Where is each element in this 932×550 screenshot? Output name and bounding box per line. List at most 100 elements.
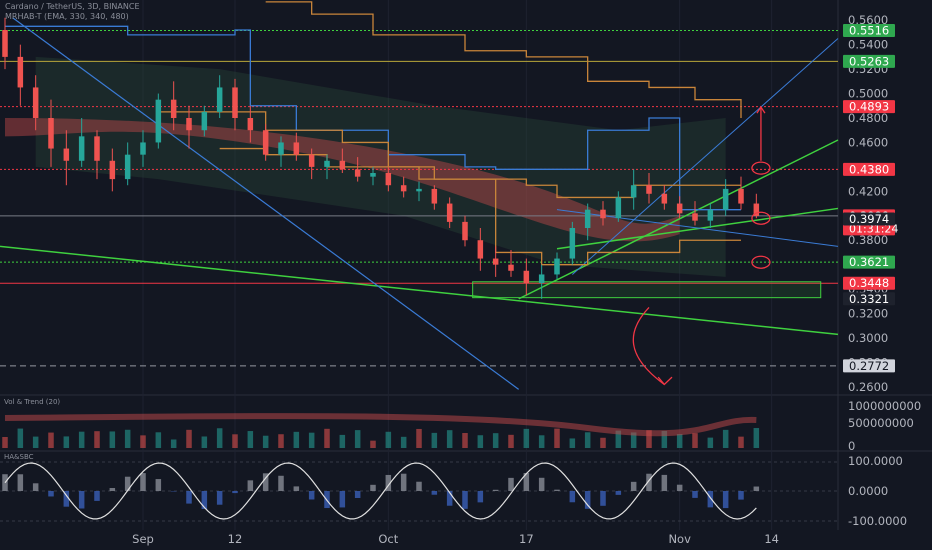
candle-body [78,136,85,161]
candle [707,203,714,228]
candle [232,78,238,131]
candle [2,17,8,70]
price-badge: 0.3621 [843,255,895,269]
osc-bar [584,491,591,509]
price-tick-label: 0.5000 [848,87,888,101]
candle [416,181,422,202]
price-badge: 0.5516 [843,23,895,37]
volume-bar [247,431,254,448]
candle [554,252,560,280]
candle [477,228,484,271]
candle [538,264,545,299]
time-tick-label: Sep [132,532,154,546]
candle-body [48,118,54,149]
price-badge: 0.4893 [843,100,895,114]
osc-bar [262,473,269,491]
volume-bar [140,435,146,448]
osc-bar [646,473,652,491]
price-badge-bg [843,255,895,269]
price-badge: 0.4380 [843,162,895,176]
candle-body [232,87,238,118]
candle-body [584,209,591,228]
volume-bar [2,437,8,448]
osc-bar [554,489,560,491]
volume-bar [78,431,85,448]
time-tick-label: 12 [228,532,243,546]
time-tick-label: Oct [378,532,398,546]
volume-bar [293,431,300,448]
candle [324,154,330,180]
candle [431,185,438,210]
trendline [12,17,520,390]
candle-body [753,203,760,216]
candle [109,148,116,192]
volume-bar [630,432,637,448]
osc-bar [247,480,254,491]
candle [508,250,514,277]
volume-bar [722,429,729,448]
osc-bar [109,488,116,491]
volume-bar [32,436,39,448]
osc-tick-label: 100.0000 [848,454,903,468]
price-tick-label: 0.4200 [848,184,888,198]
candle [370,166,376,186]
volume-bar [477,435,484,448]
drop-arrow-head [657,376,673,386]
osc-bar [278,475,284,491]
oscillator-pane[interactable] [0,461,838,522]
candle-body [615,197,622,219]
price-badge: 0.2772 [843,359,895,373]
volume-bar [508,434,514,448]
step-line [158,111,741,199]
candle-body [462,221,468,241]
price-badge-value: 0.3448 [849,276,889,290]
candle-body [201,111,208,131]
volume-bar [753,428,760,448]
candle [446,197,453,228]
candle-body [554,258,560,275]
drop-arrow [632,306,665,385]
volume-bar [615,430,622,448]
candle-body [354,169,361,177]
osc-bar [446,491,453,506]
volume-bar [661,430,668,448]
candle [385,166,392,192]
osc-bar [508,477,514,491]
candle [615,191,622,222]
volume-bar [308,432,315,448]
volume-bar [354,430,361,448]
osc-bar [186,491,192,504]
candle-body [247,118,254,131]
osc-bar [753,486,760,491]
candle [94,130,100,180]
candle-body [400,185,407,192]
candle [278,136,284,167]
target-arrow-head [756,105,766,114]
price-badge-value: 0.3321 [849,292,889,306]
candle [692,201,698,226]
volume-bar [692,433,698,448]
candle [339,148,346,173]
candle [155,93,162,149]
osc-bar [339,491,346,508]
price-tick-label: 0.5400 [848,38,888,52]
osc-bar [492,489,499,491]
volume-bar [201,436,208,448]
candle [293,132,300,161]
volume-bar [600,437,606,448]
volume-bar [170,439,177,448]
volume-bar [124,429,131,448]
candle [722,179,729,216]
candle-body [569,228,576,259]
volume-pane[interactable] [2,413,760,448]
candle-body [707,209,714,221]
candle [247,105,254,143]
osc-bar [462,491,468,509]
volume-bar [48,432,54,448]
osc-bar [370,484,376,491]
price-badge: 0.3974 [843,212,895,226]
osc-bar [707,491,714,508]
osc-bar [416,481,422,491]
